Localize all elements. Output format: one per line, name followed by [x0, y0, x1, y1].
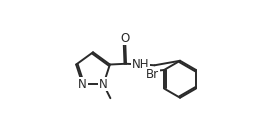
Text: N: N — [78, 78, 87, 91]
Text: NH: NH — [132, 58, 150, 71]
Text: Br: Br — [146, 68, 159, 81]
Text: N: N — [99, 78, 108, 91]
Text: O: O — [121, 32, 130, 45]
